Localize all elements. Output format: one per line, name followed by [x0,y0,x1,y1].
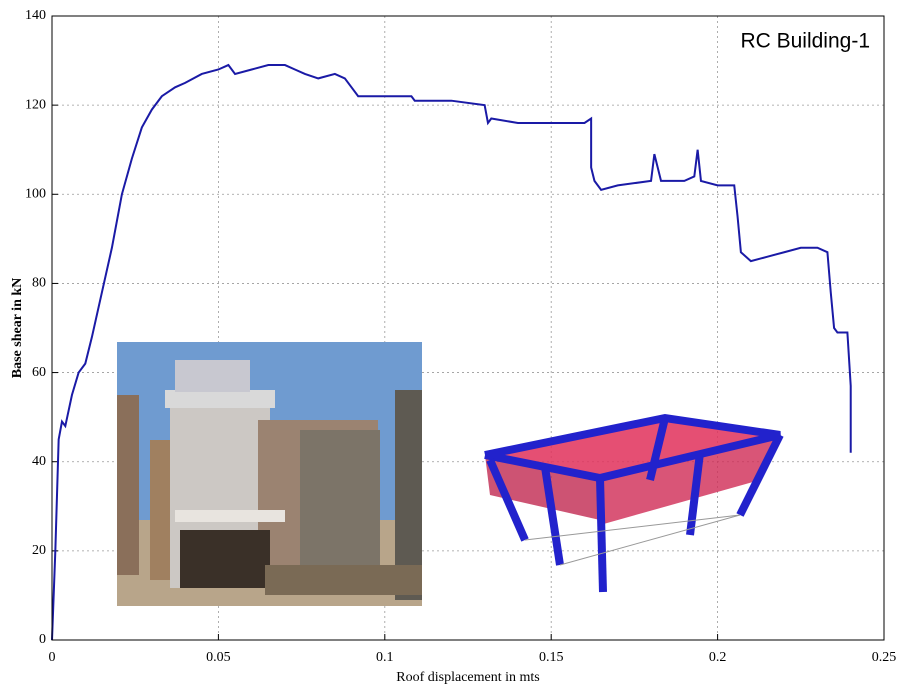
x-tick-label: 0.2 [709,650,727,665]
x-tick-label: 0.15 [539,650,564,665]
data-line [51,63,852,641]
y-tick-label: 40 [32,454,46,469]
y-tick-label: 0 [39,632,46,647]
chart-title: RC Building-1 [740,30,870,53]
y-tick-label: 140 [25,8,46,23]
plot-frame [51,15,885,641]
data-layer [51,63,852,641]
x-tick-label: 0.1 [376,650,394,665]
x-tick-label: 0 [49,650,56,665]
x-tick-label: 0.05 [206,650,231,665]
y-tick-label: 120 [25,97,46,112]
y-axis-label: Base shear in kN [10,278,25,378]
y-tick-label: 20 [32,543,46,558]
y-tick-label: 60 [32,365,46,380]
x-axis-label: Roof displacement in mts [396,670,539,685]
y-tick-label: 80 [32,276,46,291]
structural-model [484,413,784,593]
building-photo [117,342,422,606]
x-tick-label: 0.25 [872,650,897,665]
y-tick-label: 100 [25,187,46,202]
